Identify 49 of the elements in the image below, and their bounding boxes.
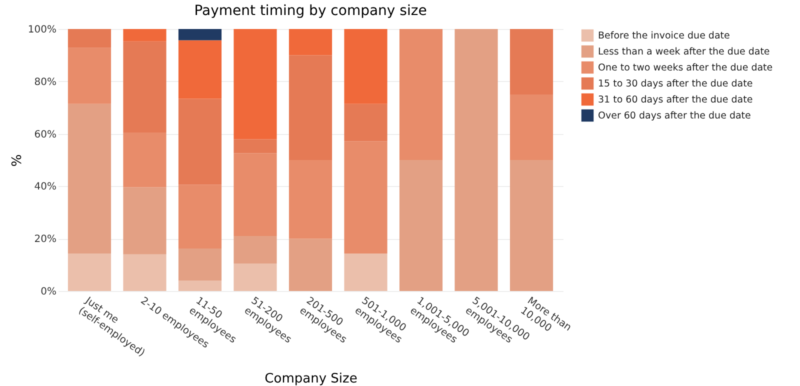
bar [123, 187, 166, 254]
bar [510, 29, 554, 94]
legend-label: Over 60 days after the due date [598, 110, 752, 122]
y-tick-label: 100% [28, 24, 56, 36]
bar [68, 254, 112, 291]
bar [234, 236, 277, 264]
bar [123, 41, 166, 132]
y-tick-label: 20% [34, 234, 56, 246]
bar [123, 254, 166, 291]
bar [178, 248, 222, 281]
bar [288, 55, 332, 160]
bar [178, 40, 222, 99]
bar [68, 48, 112, 104]
bar [68, 29, 112, 48]
y-tick-label: 60% [34, 129, 56, 140]
bar [344, 141, 388, 254]
bar [178, 29, 222, 40]
bar [288, 160, 332, 239]
legend-label: Before the invoice due date [598, 30, 730, 42]
bar [178, 280, 222, 291]
legend-label: 15 to 30 days after the due date [598, 78, 753, 90]
bar [399, 29, 443, 160]
bar [178, 98, 222, 185]
bar [123, 29, 166, 42]
legend-label: Less than a week after the due date [598, 46, 770, 58]
y-tick-label: 40% [34, 182, 56, 193]
bar [288, 238, 332, 291]
bar [344, 104, 388, 142]
legend-label: 31 to 60 days after the due date [598, 94, 753, 106]
bar [454, 29, 498, 291]
bar [68, 104, 112, 254]
bar [288, 29, 332, 56]
bar [510, 160, 554, 291]
bar [399, 160, 443, 291]
bar [234, 29, 277, 140]
y-tick-label: 80% [34, 76, 56, 88]
bar [178, 184, 222, 249]
chart-title: Payment timing by company size [194, 3, 427, 19]
x-axis-title: Company Size [264, 371, 358, 386]
y-axis-title: % [10, 154, 25, 167]
bar [123, 132, 166, 188]
legend-label: One to two weeks after the due date [598, 62, 773, 74]
bar [344, 254, 388, 291]
bar [234, 139, 277, 154]
bar [344, 29, 388, 104]
bar [234, 153, 277, 236]
y-tick-label: 0% [40, 286, 56, 298]
bar [510, 94, 554, 160]
bar [234, 263, 277, 291]
